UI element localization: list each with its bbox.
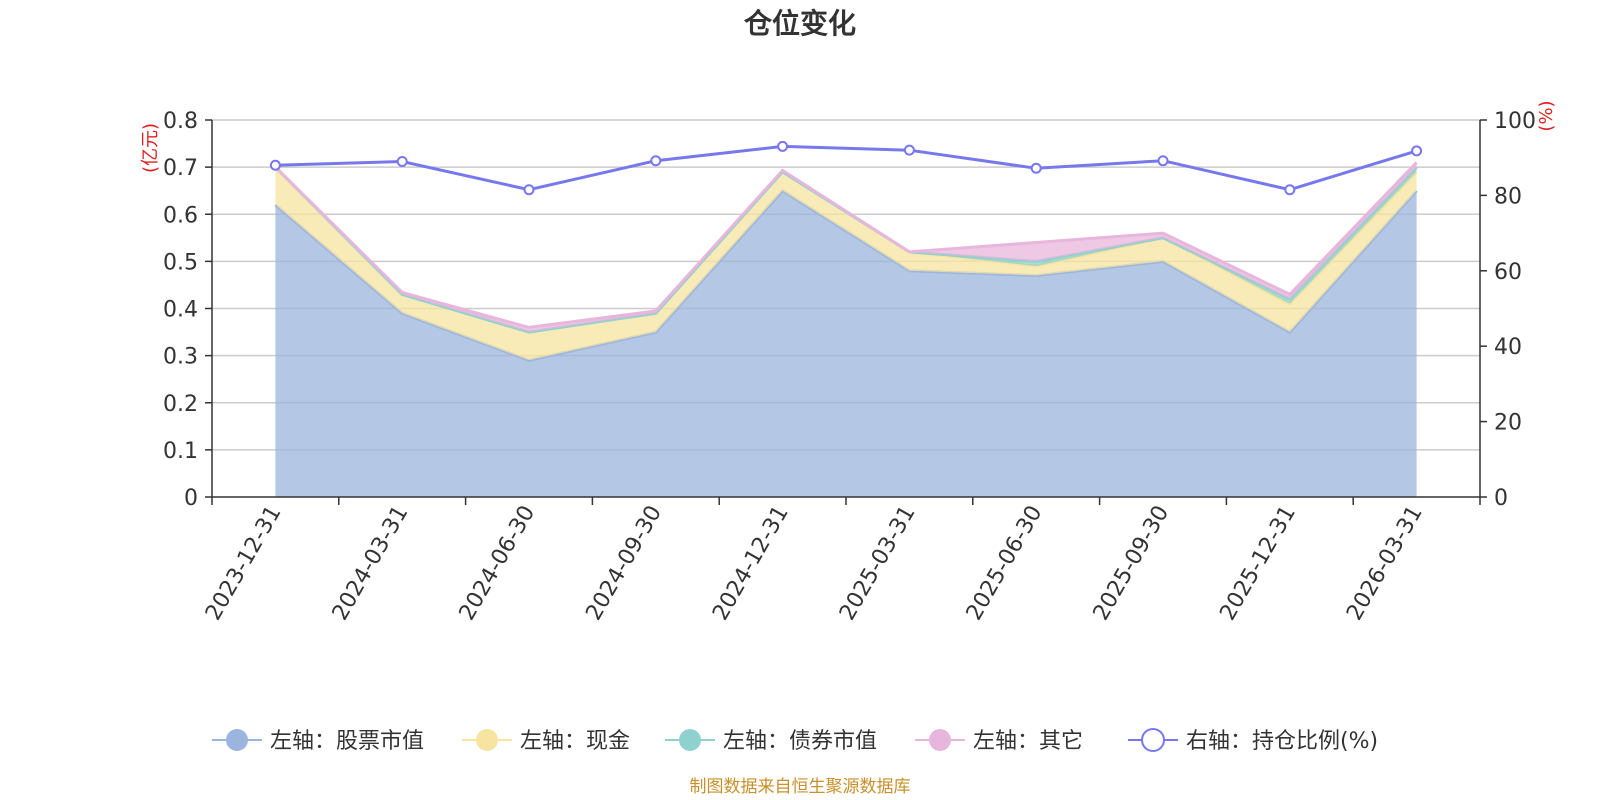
x-tick-label: 2024-09-30 (581, 502, 667, 625)
x-tick-label: 2025-03-31 (835, 502, 921, 625)
legend-marker (679, 729, 701, 751)
ratio-point (1030, 162, 1042, 174)
ratio-point (523, 184, 535, 196)
legend-label: 左轴：债券市值 (723, 729, 877, 754)
legend-label: 左轴：股票市值 (270, 729, 424, 754)
ratio-point (903, 144, 915, 156)
legend-marker (226, 729, 248, 751)
right-axis-unit: (%) (1536, 100, 1557, 131)
legend-marker (1141, 728, 1165, 752)
right-tick-label: 0 (1494, 486, 1508, 511)
area-左轴：其它 (275, 162, 1417, 333)
chart-title: 仓位变化 (744, 7, 856, 40)
left-tick-label: 0 (184, 486, 198, 511)
left-tick-label: 0.5 (163, 250, 198, 275)
ratio-line (275, 144, 1418, 192)
left-tick-label: 0.2 (163, 392, 198, 417)
right-tick-label: 40 (1494, 335, 1522, 360)
ratio-point (1157, 155, 1169, 167)
x-tick-label: 2025-06-30 (962, 502, 1048, 625)
x-tick-label: 2026-03-31 (1342, 502, 1428, 625)
right-tick-label: 60 (1494, 260, 1522, 285)
legend-label: 左轴：其它 (973, 729, 1083, 754)
x-tick-label: 2024-12-31 (708, 502, 794, 625)
left-tick-label: 0.7 (163, 156, 198, 181)
area-line-左轴：其它 (274, 161, 1418, 329)
legend-label: 右轴：持仓比例(%) (1186, 729, 1378, 754)
ratio-point (396, 155, 408, 167)
ratio-point (1411, 145, 1423, 157)
left-tick-label: 0.8 (163, 109, 198, 134)
right-tick-label: 80 (1494, 184, 1522, 209)
ratio-point (650, 155, 662, 167)
x-tick-label: 2025-09-30 (1089, 502, 1175, 625)
legend-label: 左轴：现金 (520, 729, 630, 754)
legend-marker (476, 729, 498, 751)
right-tick-label: 20 (1494, 411, 1522, 436)
left-tick-label: 0.4 (163, 298, 198, 323)
x-tick-label: 2025-12-31 (1215, 502, 1301, 625)
left-tick-label: 0.6 (163, 203, 198, 228)
left-tick-label: 0.3 (163, 345, 198, 370)
ratio-line-series (269, 140, 1423, 196)
x-tick-label: 2024-06-30 (455, 502, 541, 625)
x-tick-label: 2023-12-31 (201, 502, 287, 625)
area-左轴：现金 (275, 167, 1417, 361)
ratio-point (777, 140, 789, 152)
left-axis-unit: (亿元) (140, 123, 161, 173)
x-tick-label: 2024-03-31 (328, 502, 414, 625)
ratio-point (269, 159, 281, 171)
stacked-areas (274, 161, 1418, 497)
left-tick-label: 0.1 (163, 439, 198, 464)
area-左轴：股票市值 (275, 190, 1417, 497)
legend: 左轴：股票市值 左轴：现金 左轴：债券市值 左轴：其它 右轴：持仓比例(%) (212, 728, 1378, 754)
source-note: 制图数据来自恒生聚源数据库 (690, 777, 911, 797)
right-tick-label: 100 (1494, 109, 1536, 134)
ratio-point (1284, 184, 1296, 196)
legend-marker (929, 729, 951, 751)
